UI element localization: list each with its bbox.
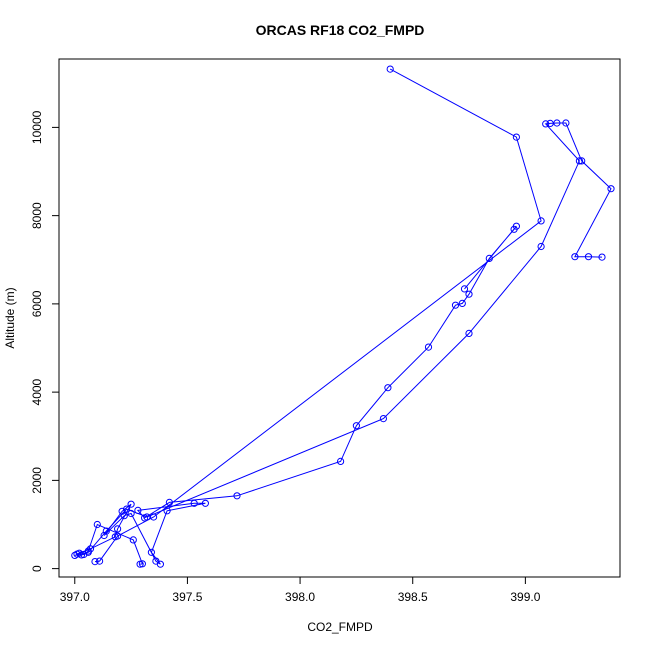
data-point (233, 492, 241, 500)
y-axis: 0 2000 4000 6000 8000 10000 (30, 110, 60, 572)
data-point (163, 507, 171, 515)
data-point (201, 499, 209, 507)
data-point (512, 222, 521, 230)
data-point (458, 299, 466, 307)
data-point (150, 513, 158, 521)
data-point (91, 558, 99, 566)
data-point (598, 253, 606, 261)
data-point (352, 422, 360, 430)
data-point (96, 557, 104, 565)
x-axis-label: CO2_FMPD (307, 620, 373, 634)
x-tick-label: 397.0 (60, 590, 90, 604)
data-point (123, 505, 131, 513)
x-tick-label: 399.0 (510, 590, 540, 604)
series-line-3 (94, 68, 542, 563)
data-point (578, 157, 586, 165)
data-point (114, 532, 122, 540)
y-tick-label: 10000 (30, 110, 44, 144)
data-point (465, 329, 473, 337)
data-point (460, 285, 469, 293)
data-point (451, 301, 460, 309)
data-point (584, 253, 593, 261)
y-tick-label: 6000 (30, 290, 44, 317)
data-point (127, 500, 135, 508)
data-point (465, 290, 473, 298)
data-point (114, 525, 122, 533)
x-tick-label: 397.5 (172, 590, 202, 604)
x-tick-label: 398.5 (398, 590, 428, 604)
data-point (384, 384, 392, 392)
y-axis-label: Altitude (m) (3, 287, 17, 348)
data-point (537, 217, 545, 225)
chart-title: ORCAS RF18 CO2_FMPD (256, 22, 425, 38)
series-layer (71, 65, 615, 568)
data-point (93, 520, 101, 529)
data-point (379, 415, 387, 423)
data-point (190, 499, 198, 507)
data-point (86, 545, 95, 553)
y-tick-label: 2000 (30, 467, 44, 494)
data-point (562, 119, 570, 127)
data-point (571, 253, 579, 261)
data-point (84, 548, 92, 556)
data-point (337, 457, 345, 465)
data-point (546, 119, 554, 128)
data-point (512, 133, 521, 141)
x-tick-label: 398.0 (285, 590, 315, 604)
data-point (537, 242, 545, 251)
data-point (575, 157, 584, 165)
data-point (607, 185, 615, 193)
y-tick-label: 4000 (30, 378, 44, 405)
x-axis: 397.0 397.5 398.0 398.5 399.0 (60, 576, 541, 604)
data-point (120, 512, 128, 520)
data-point (156, 560, 164, 568)
data-point (100, 531, 108, 540)
data-point (424, 343, 433, 351)
series-line-2 (74, 122, 612, 556)
data-point (102, 527, 110, 535)
data-point (138, 560, 146, 568)
y-tick-label: 0 (30, 565, 44, 572)
data-point (542, 120, 550, 128)
data-point (386, 65, 394, 73)
y-tick-label: 8000 (30, 202, 44, 229)
data-point (553, 119, 561, 127)
data-point (147, 548, 155, 556)
data-point (71, 551, 79, 560)
data-point (129, 536, 137, 544)
